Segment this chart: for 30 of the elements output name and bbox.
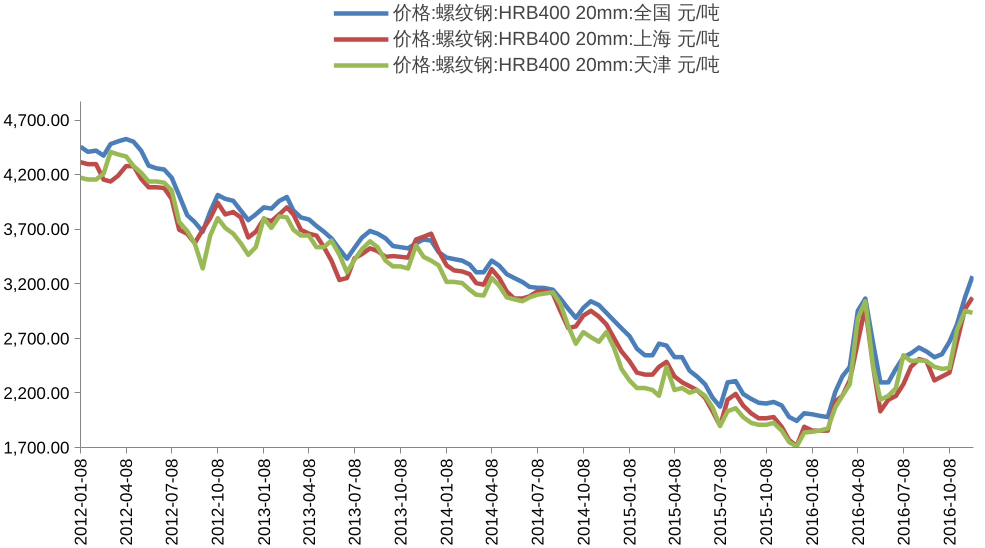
- x-tick-label: 2015-01-08: [620, 458, 640, 546]
- x-tick-label: 2012-10-08: [208, 458, 228, 546]
- y-tick-label: 2,200.00: [3, 384, 70, 403]
- x-tick-label: 2016-04-08: [848, 458, 868, 546]
- legend-label: 价格:螺纹钢:HRB400 20mm:上海 元/吨: [392, 28, 720, 52]
- x-tick-label: 2015-10-08: [757, 458, 776, 546]
- y-tick-label: 3,200.00: [3, 274, 70, 294]
- x-tick-label: 2012-07-08: [162, 458, 182, 546]
- x-tick-label: 2015-04-08: [666, 458, 684, 546]
- x-tick-label: 2015-07-08: [711, 458, 730, 546]
- y-tick-label: 4,700.00: [3, 111, 70, 130]
- y-tick-label: 2,700.00: [3, 329, 70, 348]
- x-tick-label: 2016-01-08: [803, 458, 822, 546]
- y-tick-label: 1,700.00: [3, 438, 70, 458]
- x-tick-label: 2014-10-08: [574, 458, 594, 546]
- legend-label: 价格:螺纹钢:HRB400 20mm:天津 元/吨: [392, 54, 720, 78]
- x-tick-label: 2016-10-08: [940, 458, 960, 546]
- x-tick-label: 2012-04-08: [117, 458, 136, 546]
- x-tick-label: 2013-04-08: [300, 458, 319, 546]
- x-tick-label: 2013-01-08: [254, 458, 274, 546]
- y-tick-label: 4,200.00: [3, 166, 70, 185]
- x-tick-label: 2014-01-08: [438, 458, 457, 546]
- x-tick-label: 2013-10-08: [392, 458, 411, 546]
- x-tick-label: 2013-07-08: [345, 458, 364, 546]
- x-tick-label: 2012-01-08: [72, 458, 90, 546]
- legend-label: 价格:螺纹钢:HRB400 20mm:全国 元/吨: [392, 2, 720, 26]
- x-tick-label: 2016-07-08: [894, 458, 914, 546]
- y-tick-label: 3,700.00: [3, 220, 70, 240]
- x-tick-label: 2014-07-08: [528, 458, 548, 546]
- x-tick-label: 2014-04-08: [482, 458, 502, 546]
